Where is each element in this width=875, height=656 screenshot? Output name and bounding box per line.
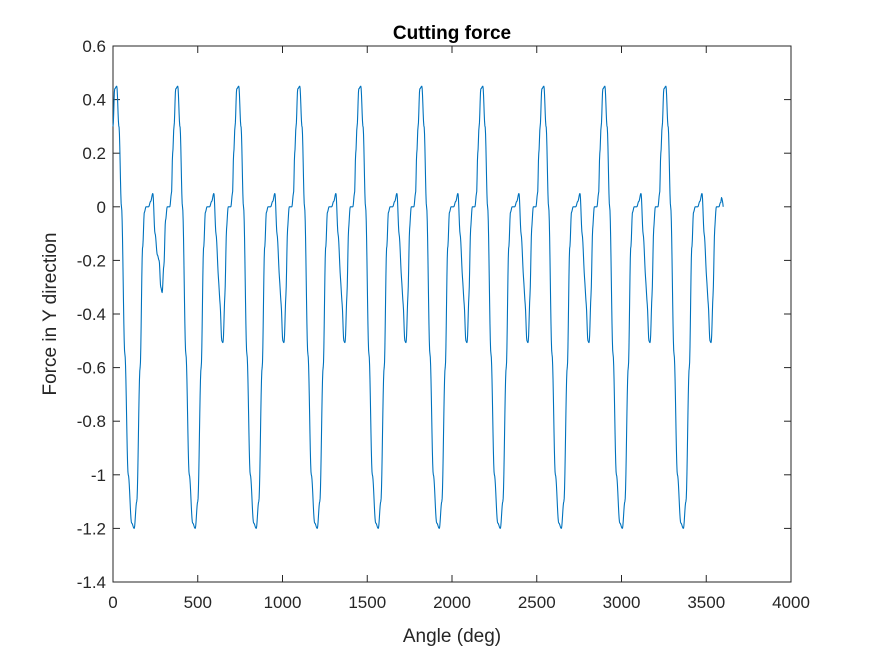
y-tick-label: -1 bbox=[91, 466, 106, 485]
x-tick-label: 500 bbox=[184, 593, 212, 612]
ticks: 0 500 1000 1500 2000 2500 3000 3500 4000 -1.4 -1.2… bbox=[77, 37, 810, 612]
y-tick-label: 0.4 bbox=[82, 91, 106, 110]
y-tick-label: -0.6 bbox=[77, 359, 106, 378]
y-axis-label: Force in Y direction bbox=[40, 233, 61, 396]
x-tick-label: 2000 bbox=[433, 593, 471, 612]
y-tick-label: 0.6 bbox=[82, 37, 106, 56]
y-tick-label: 0.2 bbox=[82, 144, 106, 163]
x-tick-label: 4000 bbox=[772, 593, 810, 612]
y-tick-label: -0.2 bbox=[77, 251, 106, 270]
x-tick-label: 2500 bbox=[518, 593, 556, 612]
chart-title: Cutting force bbox=[393, 23, 511, 44]
x-tick-label: 0 bbox=[108, 593, 117, 612]
x-tick-label: 1500 bbox=[348, 593, 386, 612]
y-tick-label: -0.4 bbox=[77, 305, 106, 324]
plot-area bbox=[113, 46, 791, 582]
y-tick-label: -0.8 bbox=[77, 412, 106, 431]
x-axis-label: Angle (deg) bbox=[403, 626, 501, 647]
series-group bbox=[112, 85, 724, 529]
series-line bbox=[112, 85, 724, 529]
x-tick-label: 3500 bbox=[687, 593, 725, 612]
y-tick-label: -1.2 bbox=[77, 519, 106, 538]
x-tick-label: 3000 bbox=[603, 593, 641, 612]
y-tick-label: -1.4 bbox=[77, 573, 106, 592]
y-tick-label: 0 bbox=[97, 198, 106, 217]
x-tick-label: 1000 bbox=[264, 593, 302, 612]
